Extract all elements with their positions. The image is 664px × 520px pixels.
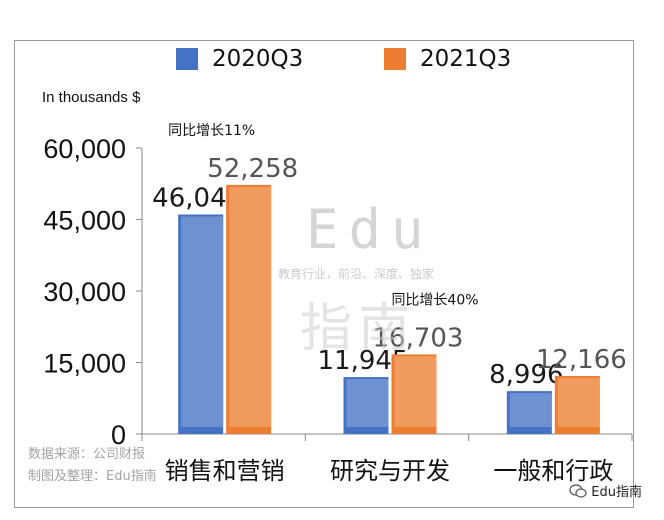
category-label-2: 一般和行政 bbox=[493, 457, 613, 485]
legend-swatch-2020q3 bbox=[176, 48, 198, 70]
legend-item-2020q3: 2020Q3 bbox=[176, 46, 303, 72]
brand-badge: Edu指南 bbox=[569, 481, 642, 500]
bar-face-2020q3-1 bbox=[346, 379, 389, 427]
legend-label-2021q3: 2021Q3 bbox=[420, 46, 512, 72]
made-by-note: 制图及整理：Edu指南 bbox=[28, 469, 157, 484]
source-note: 数据来源：公司财报 bbox=[28, 447, 146, 462]
y-tick-label: 15,000 bbox=[43, 349, 126, 379]
y-tick-label: 60,000 bbox=[43, 134, 126, 164]
y-unit-label: In thousands $ bbox=[42, 89, 141, 106]
bar-face-2020q3-2 bbox=[509, 393, 552, 427]
chart-frame bbox=[14, 40, 634, 508]
watermark-subtitle: 教育行业，前沿、深度、独家 bbox=[278, 267, 435, 281]
y-tick-label: 45,000 bbox=[43, 206, 126, 236]
bar-face-2021q3-2 bbox=[557, 378, 600, 427]
category-label-0: 销售和营销 bbox=[165, 457, 285, 485]
bar-face-2021q3-1 bbox=[394, 356, 437, 427]
data-label-2021q3-0: 52,258 bbox=[207, 154, 298, 184]
brand-name: Edu指南 bbox=[591, 485, 642, 500]
legend-item-2021q3: 2021Q3 bbox=[384, 46, 511, 72]
category-label-1: 研究与开发 bbox=[330, 457, 450, 485]
y-tick-label: 30,000 bbox=[43, 277, 126, 307]
bar-face-2020q3-0 bbox=[181, 216, 224, 427]
data-label-2021q3-2: 12,166 bbox=[536, 345, 627, 375]
y-tick-label: 0 bbox=[111, 420, 126, 450]
growth-annotation-1: 同比增长40% bbox=[391, 292, 478, 308]
legend: 2020Q3 2021Q3 bbox=[0, 46, 664, 78]
growth-annotation-0: 同比增长11% bbox=[168, 123, 255, 139]
bar-face-2021q3-0 bbox=[229, 186, 272, 427]
legend-swatch-2021q3 bbox=[384, 48, 406, 70]
watermark-logo-text: 指南 bbox=[300, 299, 417, 359]
watermark-title: Edu bbox=[306, 198, 434, 261]
legend-label-2020q3: 2020Q3 bbox=[212, 46, 304, 72]
data-label-2020q3-2: 8,996 bbox=[489, 360, 563, 390]
wechat-icon bbox=[569, 483, 587, 498]
data-label-2021q3-1: 16,703 bbox=[373, 323, 464, 353]
